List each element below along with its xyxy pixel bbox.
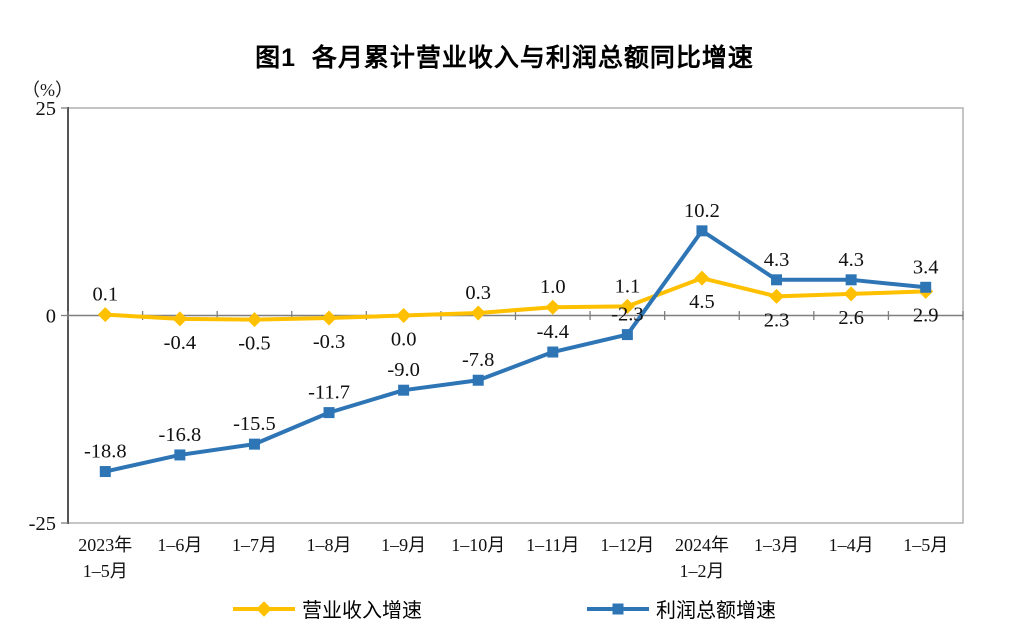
y-tick-label: 0	[46, 306, 56, 328]
profit-growth-line	[104, 228, 926, 474]
profit-growth-marker	[920, 281, 932, 293]
profit-growth-marker	[323, 407, 335, 419]
x-axis-label: 1–5月	[903, 535, 948, 555]
revenue-growth-marker	[694, 270, 710, 286]
x-axis-label: 1–6月	[157, 535, 202, 555]
profit-growth-data-label: -18.8	[84, 441, 127, 463]
profit-growth-data-label: 10.2	[684, 200, 720, 222]
revenue-growth-marker	[769, 288, 785, 304]
profit-growth-marker	[174, 449, 186, 461]
profit-growth-data-label: -4.4	[537, 321, 569, 343]
profit-growth-data-label: -15.5	[233, 413, 276, 435]
x-axis-label: 1–2月	[679, 561, 724, 581]
revenue-growth-marker	[172, 311, 188, 327]
x-axis-label: 1–7月	[232, 535, 277, 555]
profit-growth-data-label: 4.3	[764, 249, 790, 271]
x-axis-label: 2023年	[78, 535, 132, 555]
revenue-growth-marker	[396, 308, 412, 323]
revenue-growth-data-label: 4.5	[689, 291, 715, 313]
profit-growth-marker	[99, 466, 111, 478]
profit-growth-marker	[696, 225, 708, 237]
revenue-growth-marker	[545, 299, 561, 315]
revenue-growth-marker	[843, 286, 859, 302]
revenue-growth-marker	[97, 307, 113, 323]
x-axis-label: 1–4月	[829, 535, 874, 555]
revenue-growth-data-label: 1.1	[615, 275, 641, 297]
revenue-growth-data-label: 0.3	[465, 282, 491, 304]
revenue-series-marker-icon	[233, 600, 295, 617]
profit-growth-marker	[248, 438, 260, 450]
profit-growth-marker	[621, 329, 633, 341]
x-axis-label: 1–3月	[754, 535, 799, 555]
profit-growth-marker	[771, 274, 783, 286]
revenue-growth-data-label: -0.3	[313, 331, 345, 353]
legend-item-revenue-growth: 营业收入增速	[233, 594, 422, 623]
x-axis-label: 1–5月	[83, 561, 128, 581]
revenue-growth-marker	[321, 310, 337, 326]
y-tick-label: 25	[36, 98, 57, 120]
x-axis-label: 1–12月	[600, 535, 654, 555]
x-axis-label: 1–11月	[526, 535, 579, 555]
profit-growth-data-label: -7.8	[462, 349, 494, 371]
revenue-growth-data-label: 2.3	[764, 309, 790, 331]
revenue-growth-data-label: -0.4	[164, 332, 196, 354]
revenue-growth-data-label: 2.6	[838, 307, 864, 329]
revenue-growth-marker	[619, 298, 635, 314]
revenue-growth-data-label: 1.0	[540, 276, 566, 298]
profit-growth-data-label: -9.0	[387, 359, 419, 381]
profit-growth-data-label: -2.3	[611, 304, 643, 326]
revenue-growth-data-label: 0.0	[391, 329, 417, 351]
profit-series-marker-icon	[587, 602, 649, 616]
profit-growth-data-label: 4.3	[838, 249, 864, 271]
revenue-growth-marker	[246, 312, 262, 328]
revenue-growth-data-label: -0.5	[238, 333, 270, 355]
x-axis-label: 1–10月	[451, 535, 505, 555]
profit-growth-marker	[472, 374, 484, 386]
legend-label-profit-growth: 利润总额增速	[656, 600, 776, 622]
profit-growth-data-label: -11.7	[308, 382, 350, 404]
revenue-growth-line	[105, 276, 926, 322]
revenue-growth-data-label: 2.9	[913, 304, 939, 326]
x-axis-label: 1–9月	[381, 535, 426, 555]
chart-title: 图1 各月累计营业收入与利润总额同比增速	[255, 44, 754, 72]
chart-legend: 营业收入增速 利润总额增速	[0, 594, 1009, 623]
profit-growth-marker	[845, 274, 857, 286]
profit-growth-marker	[547, 346, 559, 358]
x-axis-label: 2024年	[675, 535, 729, 555]
y-tick-label: -25	[29, 513, 56, 535]
profit-growth-marker	[398, 384, 410, 396]
legend-item-profit-growth: 利润总额增速	[587, 594, 776, 623]
profit-growth-data-label: 3.4	[913, 256, 939, 278]
y-axis-unit-label: （%）	[22, 80, 73, 100]
profit-growth-data-label: -16.8	[159, 424, 202, 446]
x-axis-label: 1–8月	[307, 535, 352, 555]
legend-label-revenue-growth: 营业收入增速	[302, 600, 422, 622]
revenue-growth-data-label: 0.1	[92, 284, 118, 306]
revenue-growth-marker	[470, 305, 486, 321]
